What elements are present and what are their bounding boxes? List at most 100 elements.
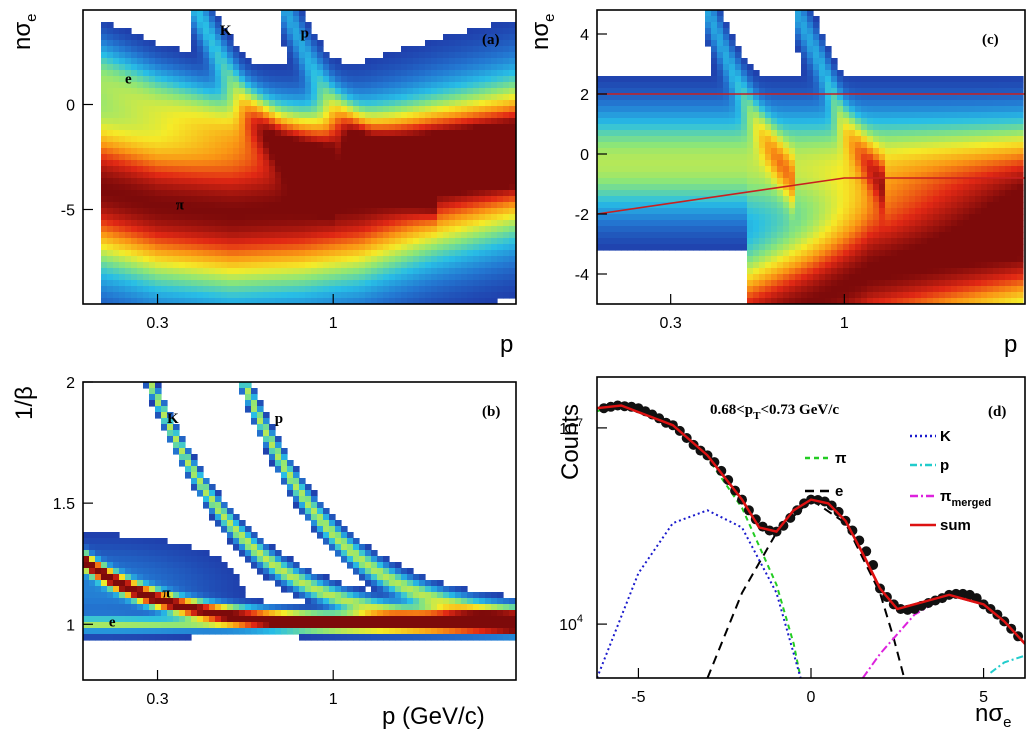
heatmap-cell xyxy=(461,52,468,59)
heatmap-cell xyxy=(251,538,258,545)
heatmap-cell xyxy=(419,244,426,251)
heatmap-cell xyxy=(263,412,270,419)
heatmap-cell xyxy=(377,604,384,611)
heatmap-cell xyxy=(741,70,748,77)
heatmap-cell xyxy=(125,40,132,47)
heatmap-cell xyxy=(389,286,396,293)
heatmap-cell xyxy=(149,622,156,629)
heatmap-cell xyxy=(927,118,934,125)
heatmap-cell xyxy=(317,154,324,161)
heatmap-cell xyxy=(197,94,204,101)
heatmap-cell xyxy=(491,28,498,35)
heatmap-cell xyxy=(149,538,156,545)
heatmap-cell xyxy=(485,616,492,623)
heatmap-cell xyxy=(407,106,414,113)
heatmap-cell xyxy=(263,544,270,551)
heatmap-cell xyxy=(455,598,462,605)
heatmap-cell xyxy=(101,580,108,587)
heatmap-cell xyxy=(503,160,510,167)
heatmap-cell xyxy=(335,118,342,125)
heatmap-cell xyxy=(305,208,312,215)
heatmap-cell xyxy=(693,100,700,107)
heatmap-cell xyxy=(651,88,658,95)
heatmap-cell xyxy=(113,562,120,569)
heatmap-cell xyxy=(467,604,474,611)
heatmap-cell xyxy=(173,160,180,167)
heatmap-cell xyxy=(807,124,814,131)
heatmap-cell xyxy=(431,598,438,605)
heatmap-cell xyxy=(179,148,186,155)
heatmap-cell xyxy=(609,100,616,107)
heatmap-cell xyxy=(191,628,198,635)
heatmap-cell xyxy=(939,106,946,113)
heatmap-cell xyxy=(467,226,474,233)
heatmap-cell xyxy=(197,202,204,209)
heatmap-cell xyxy=(813,52,820,59)
heatmap-cell xyxy=(167,574,174,581)
heatmap-cell xyxy=(419,574,426,581)
heatmap-cell xyxy=(305,274,312,281)
heatmap-cell xyxy=(359,124,366,131)
heatmap-cell xyxy=(257,82,264,89)
heatmap-cell xyxy=(305,100,312,107)
heatmap-cell xyxy=(401,178,408,185)
heatmap-cell xyxy=(311,616,318,623)
heatmap-cell xyxy=(675,106,682,113)
heatmap-cell xyxy=(383,256,390,263)
heatmap-cell xyxy=(269,442,276,449)
heatmap-cell xyxy=(347,100,354,107)
heatmap-cell xyxy=(383,88,390,95)
heatmap-cell xyxy=(413,610,420,617)
heatmap-cell xyxy=(203,196,210,203)
heatmap-cell xyxy=(383,610,390,617)
heatmap-cell xyxy=(293,604,300,611)
heatmap-cell xyxy=(413,238,420,245)
heatmap-cell xyxy=(401,52,408,59)
heatmap-cell xyxy=(479,88,486,95)
heatmap-cell xyxy=(233,220,240,227)
heatmap-cell xyxy=(365,634,372,641)
heatmap-cell xyxy=(455,112,462,119)
heatmap-cell xyxy=(161,418,168,425)
heatmap-cell xyxy=(323,292,330,299)
heatmap-cell xyxy=(89,580,96,587)
heatmap-cell xyxy=(233,100,240,107)
heatmap-cell xyxy=(401,238,408,245)
heatmap-cell xyxy=(873,118,880,125)
heatmap-cell xyxy=(377,214,384,221)
heatmap-cell xyxy=(233,592,240,599)
heatmap-cell xyxy=(101,556,108,563)
heatmap-cell xyxy=(371,274,378,281)
heatmap-cell xyxy=(473,616,480,623)
heatmap-cell xyxy=(131,232,138,239)
heatmap-cell xyxy=(699,88,706,95)
heatmap-cell xyxy=(227,238,234,245)
heatmap-cell xyxy=(663,130,670,137)
heatmap-cell xyxy=(149,562,156,569)
heatmap-cell xyxy=(173,574,180,581)
heatmap-cell xyxy=(323,250,330,257)
heatmap-cell xyxy=(173,82,180,89)
heatmap-cell xyxy=(83,538,90,545)
heatmap-cell xyxy=(125,610,132,617)
heatmap-cell xyxy=(233,208,240,215)
heatmap-cell xyxy=(281,28,288,35)
heatmap-cell xyxy=(329,184,336,191)
heatmap-cell xyxy=(867,82,874,89)
heatmap-cell xyxy=(227,616,234,623)
heatmap-cell xyxy=(341,292,348,299)
heatmap-cell xyxy=(299,70,306,77)
heatmap-cell xyxy=(311,598,318,605)
heatmap-cell xyxy=(317,508,324,515)
heatmap-cell xyxy=(131,196,138,203)
heatmap-cell xyxy=(101,106,108,113)
heatmap-cell xyxy=(215,520,222,527)
heatmap-cell xyxy=(717,28,724,35)
heatmap-cell xyxy=(101,52,108,59)
heatmap-cell xyxy=(473,250,480,257)
heatmap-cell xyxy=(365,202,372,209)
heatmap-cell xyxy=(371,106,378,113)
heatmap-cell xyxy=(957,82,964,89)
heatmap-cell xyxy=(497,280,504,287)
heatmap-cell xyxy=(161,544,168,551)
